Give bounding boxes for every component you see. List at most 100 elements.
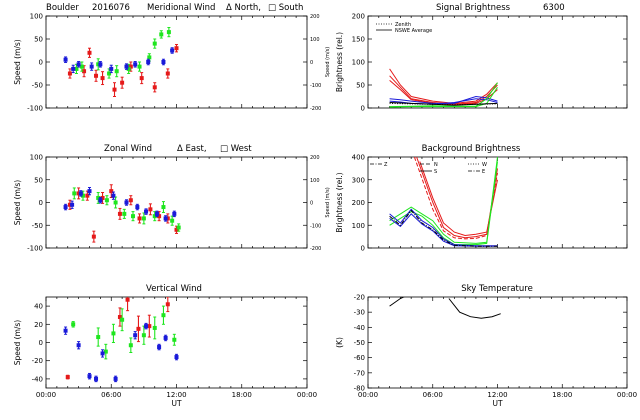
data-point xyxy=(78,191,83,196)
data-point xyxy=(136,326,141,331)
sky-title: Sky Temperature xyxy=(461,284,533,294)
y-tick-label: -60 xyxy=(354,354,365,362)
data-point xyxy=(71,322,76,327)
data-point xyxy=(163,335,168,340)
y-tick-label: 150 xyxy=(352,36,365,44)
data-point xyxy=(76,191,81,196)
y-tick-label: -50 xyxy=(32,82,43,90)
right-y-tick-label: -100 xyxy=(310,223,321,229)
data-point xyxy=(137,216,142,221)
data-point xyxy=(76,343,81,348)
data-point xyxy=(165,216,170,221)
data-point xyxy=(126,66,131,71)
data-point xyxy=(109,66,114,71)
legend-label: W xyxy=(482,162,487,168)
y-axis-label: Brightness (rel.) xyxy=(335,172,344,232)
data-point xyxy=(139,76,144,81)
data-point xyxy=(112,87,117,92)
data-point xyxy=(122,211,127,216)
x-tick-label: 00:00 xyxy=(36,391,56,399)
right-y-tick-label: -200 xyxy=(310,246,321,252)
background-title: Background Brightness xyxy=(422,144,521,154)
legend-label: E xyxy=(482,169,485,175)
y-tick-label: 0 xyxy=(361,105,365,113)
meridional-note-north: Δ North, xyxy=(226,3,261,13)
data-point xyxy=(70,202,75,207)
data-point xyxy=(71,66,76,71)
series-line xyxy=(389,102,498,106)
y-tick-label: -80 xyxy=(354,385,365,393)
data-point xyxy=(170,48,175,53)
x-tick-label: 18:00 xyxy=(232,391,252,399)
x-tick-label: 06:00 xyxy=(101,391,121,399)
plot-frame xyxy=(45,296,308,389)
data-point xyxy=(159,32,164,37)
series-line xyxy=(416,157,498,239)
data-point xyxy=(144,209,149,214)
data-point xyxy=(161,313,166,318)
y-tick-label: 100 xyxy=(30,154,43,162)
data-layer xyxy=(63,184,181,243)
zonal-note-west: □ West xyxy=(220,144,252,154)
data-point xyxy=(161,205,166,210)
data-point xyxy=(63,57,68,62)
data-layer xyxy=(63,27,179,97)
plot-frame xyxy=(45,156,308,249)
right-y-tick-label: 200 xyxy=(310,155,320,161)
data-point xyxy=(109,189,114,194)
x-axis-label: UT xyxy=(171,399,181,408)
data-point xyxy=(133,333,138,338)
date-code: 2016076 xyxy=(92,3,130,13)
data-point xyxy=(104,198,109,203)
data-point xyxy=(165,302,170,307)
vertical-wind-panel: 00:00 06:00 12:00 18:00 00:00 UT -40 -20 0 20 40 Sp… xyxy=(13,296,317,408)
data-point xyxy=(76,62,81,67)
series-line xyxy=(389,157,498,244)
data-point xyxy=(176,225,181,230)
data-point xyxy=(124,64,129,69)
data-layer xyxy=(389,68,498,108)
data-point xyxy=(124,200,129,205)
y-tick-label: 100 xyxy=(352,59,365,67)
data-point xyxy=(100,76,105,81)
data-point xyxy=(157,214,162,219)
signal-brightness-panel: 0 50 100 150 200 Brightness (rel.) ZenithNSWE … xyxy=(335,13,628,113)
signal-title: Signal Brightness xyxy=(436,3,511,13)
data-point xyxy=(113,376,118,381)
y-tick-label: 200 xyxy=(352,13,365,21)
data-point xyxy=(170,218,175,223)
right-y-tick-label: 100 xyxy=(310,37,320,43)
y-tick-label: 0 xyxy=(361,245,365,253)
data-point xyxy=(63,328,68,333)
right-y-tick-label: -100 xyxy=(310,83,321,89)
data-point xyxy=(85,193,90,198)
y-tick-label: 300 xyxy=(352,176,365,184)
right-y-tick-label: 200 xyxy=(310,14,320,20)
data-point xyxy=(128,64,133,69)
x-tick-label: 00:00 xyxy=(617,391,637,399)
y-axis-label: Speed (m/s) xyxy=(13,39,22,85)
series-line xyxy=(389,297,405,307)
meridional-title: Meridional Wind xyxy=(147,3,215,13)
data-point xyxy=(87,189,92,194)
x-tick-label: 12:00 xyxy=(487,391,507,399)
series-line xyxy=(389,102,498,106)
right-y-axis-label: Speed (m/s) xyxy=(325,187,331,217)
right-y-tick-label: -200 xyxy=(310,106,321,112)
series-line xyxy=(413,157,498,240)
data-point xyxy=(98,62,103,67)
series-line xyxy=(389,213,498,247)
data-point xyxy=(89,64,94,69)
data-layer xyxy=(389,297,501,319)
data-point xyxy=(87,374,92,379)
plot-frame xyxy=(367,296,628,389)
series-line xyxy=(448,298,501,319)
x-tick-label: 00:00 xyxy=(358,391,378,399)
data-point xyxy=(172,337,177,342)
background-brightness-panel: 0 100 200 300 400 Brightness (rel.) Z NS WE xyxy=(335,154,628,253)
data-point xyxy=(152,214,157,219)
data-point xyxy=(96,195,101,200)
right-y-tick-label: 100 xyxy=(310,178,320,184)
data-point xyxy=(82,69,87,74)
data-point xyxy=(147,324,152,329)
